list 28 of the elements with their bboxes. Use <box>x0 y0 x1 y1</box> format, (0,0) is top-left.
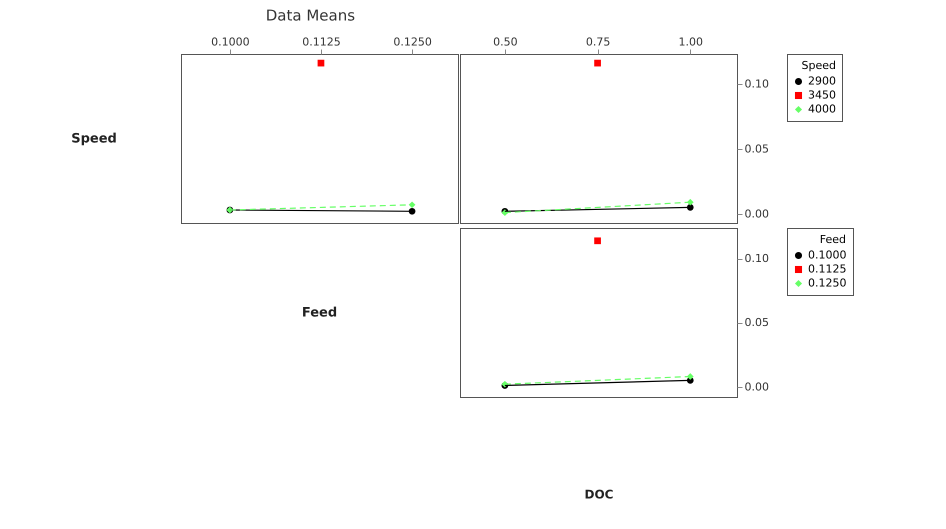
legend-label: 0.1125 <box>808 262 846 276</box>
legend-label: 3450 <box>808 88 836 102</box>
point <box>318 60 324 66</box>
y-axis-title: Feed <box>302 306 338 320</box>
x-tick-label: 0.1125 <box>302 36 341 48</box>
y-axis-title: Speed <box>71 132 117 146</box>
legend-label: 2900 <box>808 74 836 88</box>
legend-label: 4000 <box>808 102 836 116</box>
x-tick-label: 0.1000 <box>211 36 250 48</box>
legend-title: Speed <box>802 59 836 72</box>
x-tick-label: 0.1250 <box>393 36 432 48</box>
x-tick-label: 0.75 <box>586 36 610 48</box>
y-tick-label: 0.10 <box>744 252 769 266</box>
y-tick-label: 0.05 <box>744 316 769 330</box>
legend-title: Feed <box>820 233 846 246</box>
point <box>594 237 601 244</box>
x-tick-label: 1.00 <box>678 36 704 48</box>
legend-label: 0.1250 <box>808 276 846 290</box>
y-tick-label: 0.10 <box>744 77 769 90</box>
legend-label: 0.1000 <box>808 248 846 262</box>
y-tick-label: 0.00 <box>744 207 769 220</box>
x-axis-title: DOC <box>584 488 614 502</box>
chart-title: Data Means <box>266 6 356 24</box>
x-tick-label: 0.50 <box>493 36 518 48</box>
point <box>686 373 694 380</box>
point <box>594 60 601 66</box>
y-tick-label: 0.05 <box>744 142 769 156</box>
y-tick-label: 0.00 <box>744 380 769 394</box>
